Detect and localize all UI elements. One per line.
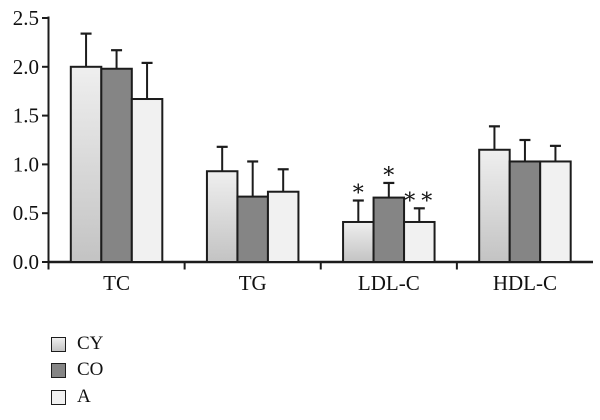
significance-marker: ∗ [381, 158, 396, 183]
bar-a-ldl-c [403, 220, 436, 263]
bar-a-hdl-c [539, 160, 572, 263]
category-label: TG [239, 271, 267, 295]
legend-swatch-a [51, 389, 66, 405]
bar-a-tc [130, 98, 164, 264]
y-tick-label: 1.0 [13, 152, 39, 176]
significance-marker: ∗ [351, 176, 366, 201]
legend-item-cy: CY [51, 331, 103, 358]
bar-cy-ldl-c [342, 220, 375, 263]
legend-item-a: A [51, 384, 103, 411]
bar-cy-tg [205, 170, 239, 263]
bar-cy-tc [69, 65, 103, 263]
y-tick-label: 2.0 [13, 55, 39, 79]
legend-swatch-cy [51, 336, 66, 352]
y-tick-label: 1.5 [13, 104, 39, 128]
legend-swatch-co [51, 363, 66, 379]
bar-co-tc [100, 67, 133, 263]
bar-cy-hdl-c [478, 148, 511, 263]
y-tick-label: 2.5 [13, 6, 39, 30]
y-tick-label: 0.5 [13, 201, 39, 225]
y-tick-label: 0.0 [13, 250, 39, 274]
legend-label: CO [77, 359, 104, 381]
category-label: LDL-C [358, 271, 420, 295]
category-label: TC [103, 271, 130, 295]
legend-item-co: CO [51, 358, 103, 385]
category-label: HDL-C [493, 271, 557, 295]
legend-label: A [77, 385, 91, 407]
bar-a-tg [266, 190, 300, 263]
bar-co-ldl-c [372, 196, 406, 263]
legend-label: CY [77, 332, 104, 354]
significance-marker: ∗∗ [402, 183, 436, 208]
legend: CY CO A [51, 331, 103, 411]
bar-co-hdl-c [508, 160, 542, 263]
bar-co-tg [236, 195, 269, 263]
